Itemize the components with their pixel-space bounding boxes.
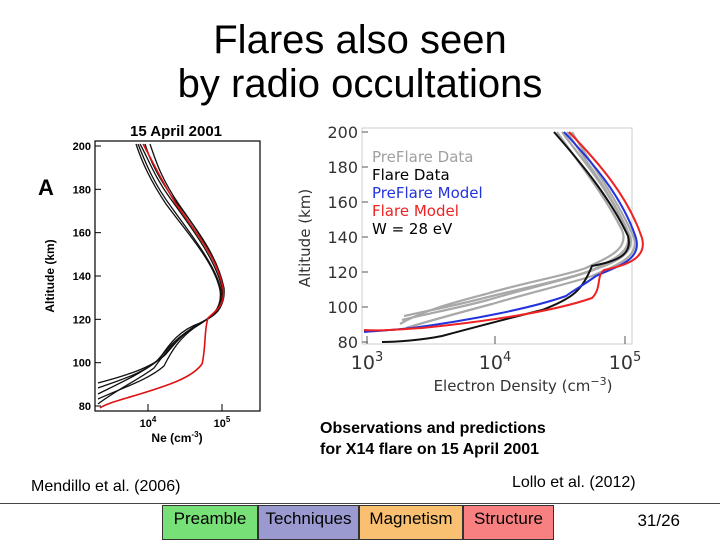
left-flare-profile [97,143,222,400]
right-legend-entry: PreFlare Data [372,148,473,166]
right-preflare-data [405,131,636,330]
right-y-tick-label: 200 [327,123,358,142]
nav-structure-label: Structure [474,509,543,528]
right-preflare-data [401,131,632,322]
reference-left: Mendillo et al. (2006) [31,478,181,495]
nav-magnetism-label: Magnetism [369,509,453,528]
right-legend-entry: W = 28 eV [372,220,453,238]
left-plot-frame [94,140,261,412]
right-preflare-data [399,131,625,325]
caption-line-2: for X14 flare on 15 April 2001 [320,441,540,458]
left-y-tick-label: 80 [79,401,91,413]
left-y-tick-label: 140 [73,271,91,283]
right-profiles [363,131,644,343]
right-y-tick-label: 180 [327,158,358,177]
right-legend-entry: Flare Data [372,166,450,184]
footer-divider [0,503,720,504]
reference-right: Lollo et al. (2012) [512,474,636,491]
right-y-tick-label: 120 [327,263,358,282]
left-y-tick-label: 160 [73,228,91,240]
left-flare-profile [97,143,225,395]
right-legend-entry: Flare Model [372,202,459,220]
nav-techniques[interactable]: Techniques [258,505,359,540]
right-y-ticks: 200 180 160 140 120 100 80 [327,123,368,352]
left-red-profile [99,143,225,409]
right-x-tick-label: 105 [609,350,641,374]
left-figure-date: 15 April 2001 [130,123,222,140]
title-line-1: Flares also seen [213,18,507,62]
right-y-tick-label: 140 [327,228,358,247]
nav-structure[interactable]: Structure [463,505,554,540]
right-flare-model [363,131,644,332]
left-profiles [97,143,225,409]
right-legend-entry: PreFlare Model [372,184,483,202]
left-panel-letter: A [38,175,54,200]
nav-magnetism[interactable]: Magnetism [359,505,463,540]
page-number: 31/26 [637,511,680,530]
right-x-axis-label: Electron Density (cm−3) [434,375,613,395]
caption-line-1: Observations and predictions [320,420,546,437]
left-y-axis-label: Altitude (km) [43,239,57,312]
right-x-tick-label: 104 [479,350,511,374]
title-line-2: by radio occultations [177,62,543,106]
left-figure: 15 April 2001 A Altitude (km) 200 180 160 1… [38,123,261,445]
left-y-tick-label: 180 [73,184,91,196]
nav-preamble-label: Preamble [173,509,247,528]
right-y-tick-label: 160 [327,193,358,212]
left-x-axis-label: Ne (cm-3) [151,430,202,445]
figure-caption: Observations and predictions for X14 fla… [320,418,546,460]
right-x-ticks: 103 104 105 [351,336,641,374]
left-y-tick-label: 120 [73,314,91,326]
left-y-tick-label: 100 [73,358,91,370]
right-y-axis-label: Altitude (km) [296,189,314,287]
left-x-tick-label: 105 [214,415,231,430]
slide-title: Flares also seen by radio occultations [0,18,720,106]
left-y-ticks: 200 180 160 140 120 100 80 [73,141,101,413]
left-y-tick-label: 200 [73,141,91,153]
left-x-ticks: 104 105 [140,404,231,430]
nav-preamble[interactable]: Preamble [162,505,258,540]
nav-techniques-label: Techniques [265,509,352,528]
right-y-tick-label: 80 [338,333,358,352]
right-y-tick-label: 100 [327,298,358,317]
right-x-tick-label: 103 [351,350,383,374]
left-x-tick-label: 104 [140,415,157,430]
